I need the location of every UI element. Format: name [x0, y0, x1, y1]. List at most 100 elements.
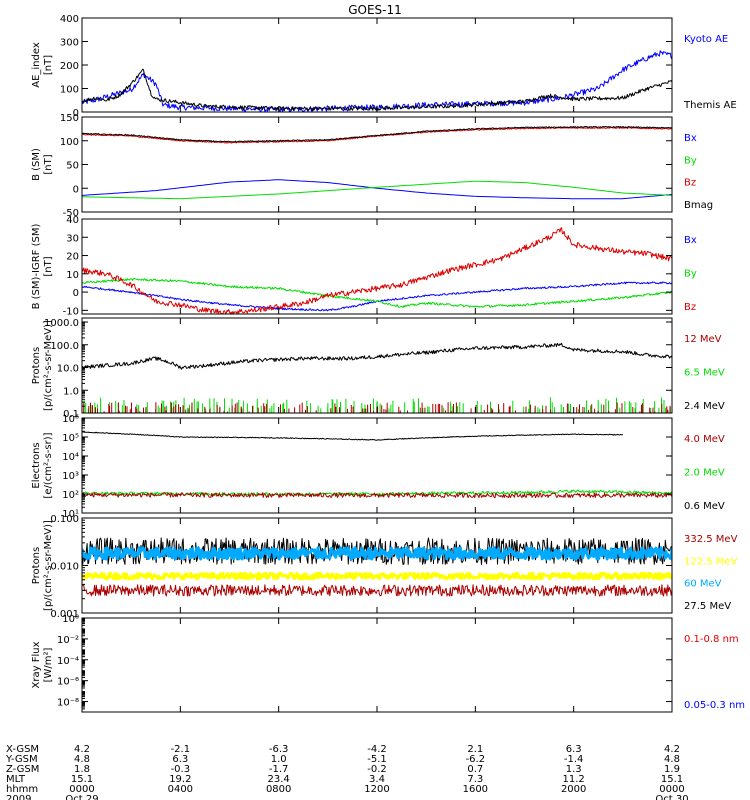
y-tick-label: -10: [63, 306, 79, 317]
panel-3: -10 0 10 20 30 40 B (SM)-IGRF (SM) [nT] Bx By Bz: [31, 215, 697, 317]
series-line: [82, 431, 623, 441]
y-tick-label: 10⁻⁶: [57, 677, 79, 688]
y-tick-label: 100: [60, 85, 79, 96]
legend-entry: Themis AE: [683, 100, 737, 111]
series-bz: [82, 227, 672, 314]
y-tick-label: 10²: [62, 490, 79, 501]
x-axis-tick-value: -0.3: [171, 764, 191, 775]
series-60-mev: [82, 546, 672, 561]
panel-frame: [81, 517, 673, 614]
y-axis-label: Electrons: [31, 442, 42, 488]
y-tick-label: 20: [66, 252, 79, 263]
series-by: [82, 180, 672, 200]
x-axis-tick-value: 6.3: [172, 754, 188, 765]
legend-entry: 27.5 MeV: [684, 601, 731, 612]
y-tick-label: 1000.0: [44, 318, 79, 329]
x-axis-tick-value: 19.2: [169, 774, 191, 785]
x-axis-tick-value: 15.1: [661, 774, 683, 785]
y-tick-label: 0.1: [63, 409, 79, 420]
panel-frame: [81, 317, 673, 414]
y-tick-label: 0.100: [50, 514, 79, 525]
x-axis-tick-value: 2.1: [467, 744, 483, 755]
y-tick-label: 40: [66, 215, 79, 226]
y-axis-label: AE_index: [31, 42, 42, 88]
series-by: [82, 277, 672, 308]
x-axis-tick-value: 3.4: [369, 774, 385, 785]
legend-entry: 0.6 MeV: [684, 501, 725, 512]
series-line: [82, 179, 672, 200]
y-tick-label: 0: [73, 288, 79, 299]
legend-entry: Bx: [684, 133, 697, 144]
series-kyoto-ae: [82, 50, 672, 112]
x-axis-tick-value: -6.3: [269, 744, 289, 755]
y-tick-label: 0: [73, 184, 79, 195]
y-axis-unit: [e/(cm²-s-sr)]: [43, 432, 54, 498]
y-tick-label: 100.0: [50, 341, 79, 352]
y-tick-label: 300: [60, 38, 79, 49]
y-tick-label: 150: [60, 113, 79, 124]
y-tick-label: 10⁵: [62, 433, 79, 444]
y-axis-unit: [nT]: [43, 154, 54, 174]
series-line: [82, 180, 672, 200]
y-axis-label: Protons: [31, 347, 42, 384]
y-tick-label: -50: [63, 208, 79, 219]
legend-entry: By: [684, 155, 697, 166]
series-line: [82, 546, 672, 561]
y-axis-label: Xray Flux: [31, 641, 42, 688]
legend-entry: 0.05-0.3 nm: [684, 700, 745, 711]
y-tick-label: 10.0: [57, 364, 79, 375]
series-line: [82, 277, 672, 308]
legend-entry: 0.1-0.8 nm: [684, 634, 739, 645]
x-axis-tick-value: -0.2: [367, 764, 387, 775]
x-axis-tick-value: -6.2: [466, 754, 486, 765]
legend-entry: 6.5 MeV: [684, 368, 725, 379]
series-line: [82, 584, 672, 597]
series-line: [82, 571, 672, 581]
y-tick-label: 0: [73, 108, 79, 119]
x-axis-tick-value: 0000: [659, 784, 684, 795]
x-axis-tick-value: 2000: [561, 784, 586, 795]
panel-1: 0 100 200 300 400 AE_index [nT] Kyoto AE Themis …: [31, 14, 737, 119]
x-axis-tick-value: 1.8: [74, 764, 90, 775]
x-axis-tick-value: -4.2: [367, 744, 387, 755]
legend-entry: Kyoto AE: [684, 34, 728, 45]
y-tick-label: 10⁻⁴: [57, 656, 79, 667]
x-axis-tick-value: 1200: [364, 784, 389, 795]
legend-entry: 60 MeV: [684, 579, 722, 590]
series-12-mev: [83, 402, 671, 413]
x-axis-tick-value: 4.8: [664, 754, 680, 765]
y-tick-label: 0.001: [50, 609, 79, 620]
x-axis-tick-value: 0.7: [467, 764, 483, 775]
legend-entry: 2.4 MeV: [684, 401, 725, 412]
y-tick-label: 100: [60, 137, 79, 148]
panel-frame: [81, 218, 673, 315]
legend-entry: 2.0 MeV: [684, 468, 725, 479]
y-axis-label: B (SM)-IGRF (SM): [31, 224, 42, 310]
x-axis-tick-value: 1.0: [271, 754, 287, 765]
spike-marks: [83, 402, 671, 413]
y-axis-unit: [nT]: [43, 256, 54, 276]
x-axis-row-label: MLT: [6, 774, 26, 785]
x-axis-tick-value: 6.3: [566, 744, 582, 755]
y-axis-label: Protons: [31, 547, 42, 584]
x-axis-row-label: X-GSM: [6, 744, 39, 755]
x-axis-tick-value: -2.1: [171, 744, 191, 755]
x-axis-tick-value: 4.2: [664, 744, 680, 755]
x-axis-tick-value: 7.3: [467, 774, 483, 785]
x-axis-tick-value: Oct 30: [655, 794, 688, 800]
series-themis-ae: [82, 68, 672, 111]
series-line: [82, 342, 672, 370]
legend-entry: By: [684, 269, 697, 280]
series-122-5-mev: [82, 571, 672, 581]
panel-frame: [81, 617, 673, 713]
panel-6: 0.001 0.010 0.100 Protons [p/(cm²-s-sr-MeV)]…: [31, 514, 738, 620]
legend-entry: 122.5 MeV: [684, 556, 738, 567]
x-axis-row-label: 2009: [6, 794, 31, 800]
y-axis-unit: [W/m²]: [43, 647, 54, 682]
panel-7: 10⁻⁸ 10⁻⁶ 10⁻⁴ 10⁻² 10⁰ Xray Flux [W/m²] 0.1-0.…: [31, 614, 745, 713]
series-line: [82, 68, 672, 111]
panel-2: -50 0 50 100 150 B (SM) [nT] Bx By Bz Bmag: [31, 113, 713, 219]
y-axis-unit: [p/(cm²-s-sr-MeV)]: [43, 520, 54, 611]
y-tick-label: 50: [66, 161, 79, 172]
